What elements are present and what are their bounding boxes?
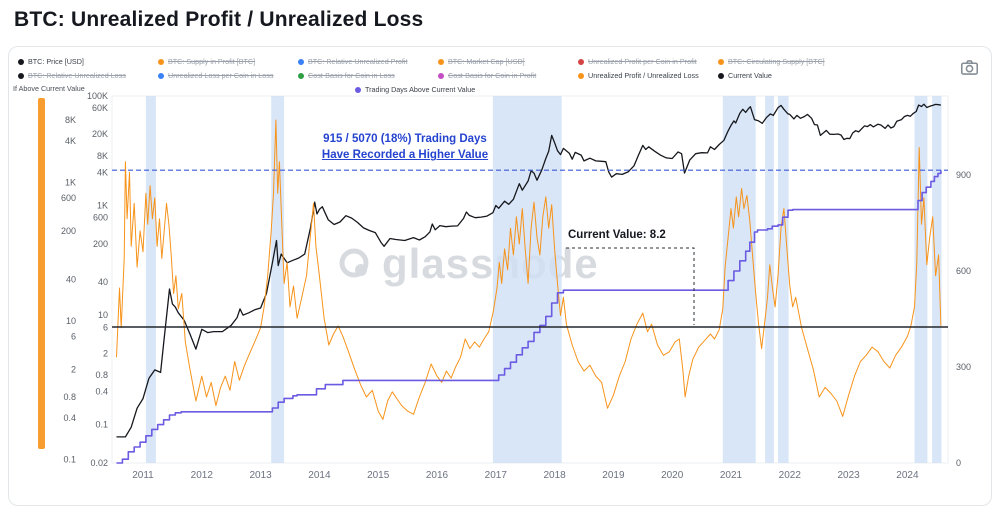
legend-item[interactable]: BTC: Price [USD] [18,57,158,66]
chart-legend: BTC: Price [USD] BTC: Supply in Profit [B… [18,57,968,99]
legend-item-label: Current Value [728,71,772,80]
series-color-dot [578,58,584,65]
legend-item-label: Cost-Basis for Coin in Loss [308,71,395,80]
legend-item-label: BTC: Relative Unrealized Profit [308,57,408,66]
above-current-value-band-sample [38,98,45,449]
legend-item[interactable]: Current Value [718,71,858,80]
legend-item-label: Unrealized Profit / Unrealized Loss [588,71,699,80]
legend-item[interactable]: Unrealized Loss per Coin in Loss [158,71,298,80]
legend-item[interactable]: Unrealized Profit / Unrealized Loss [578,71,718,80]
series-color-dot [18,58,24,65]
series-color-dot [438,58,444,65]
trading-days-annotation-line2: Have Recorded a Higher Value [321,149,489,162]
trading-days-annotation: 915 / 5070 (18%) Trading Days Have Recor… [255,131,555,163]
legend-item-label: Unrealized Profit per Coin in Profit [588,57,697,66]
legend-item-label: Cost-Basis for Coin in Profit [448,71,537,80]
legend-item-label: BTC: Circulating Supply [BTC] [728,57,825,66]
series-color-dot [298,58,304,65]
glassnode-watermark: glassnode [338,240,599,288]
legend-row: BTC: Relative Unrealized Loss Unrealized … [18,71,968,80]
legend-item[interactable]: BTC: Relative Unrealized Profit [298,57,438,66]
series-color-dot [578,72,584,79]
legend-item-label: BTC: Supply in Profit [BTC] [168,57,256,66]
legend-item[interactable]: BTC: Supply in Profit [BTC] [158,57,298,66]
legend-item[interactable]: BTC: Circulating Supply [BTC] [718,57,858,66]
series-color-dot [355,86,361,93]
series-color-dot [158,72,164,79]
page-title: BTC: Unrealized Profit / Unrealized Loss [14,8,424,31]
trading-days-annotation-line1: 915 / 5070 (18%) Trading Days [323,133,487,145]
legend-item-label: BTC: Relative Unrealized Loss [28,71,126,80]
series-color-dot [438,72,444,79]
watermark-text: glassnode [382,240,599,287]
series-color-dot [718,58,724,65]
legend-item[interactable]: Cost-Basis for Coin in Profit [438,71,578,80]
glassnode-logo-icon [339,248,369,278]
legend-item[interactable]: Cost-Basis for Coin in Loss [298,71,438,80]
legend-item[interactable]: Trading Days Above Current Value [355,85,475,94]
legend-item[interactable]: BTC: Market Cap [USD] [438,57,578,66]
camera-icon[interactable] [961,60,978,75]
legend-row: Trading Days Above Current Value [18,85,968,94]
series-color-dot [718,72,724,79]
series-color-dot [158,58,164,65]
current-value-annotation: Current Value: 8.2 [568,229,666,241]
legend-item-label: Trading Days Above Current Value [365,85,476,94]
legend-item-label: BTC: Market Cap [USD] [448,57,525,66]
if-above-current-value-label: If Above Current Value [13,84,85,93]
legend-row: BTC: Price [USD] BTC: Supply in Profit [B… [18,57,968,66]
legend-item-label: Unrealized Loss per Coin in Loss [168,71,274,80]
legend-item[interactable]: BTC: Relative Unrealized Loss [18,71,158,80]
series-color-dot [298,72,304,79]
legend-item-label: BTC: Price [USD] [28,57,84,66]
legend-item[interactable]: Unrealized Profit per Coin in Profit [578,57,718,66]
series-color-dot [18,72,24,79]
